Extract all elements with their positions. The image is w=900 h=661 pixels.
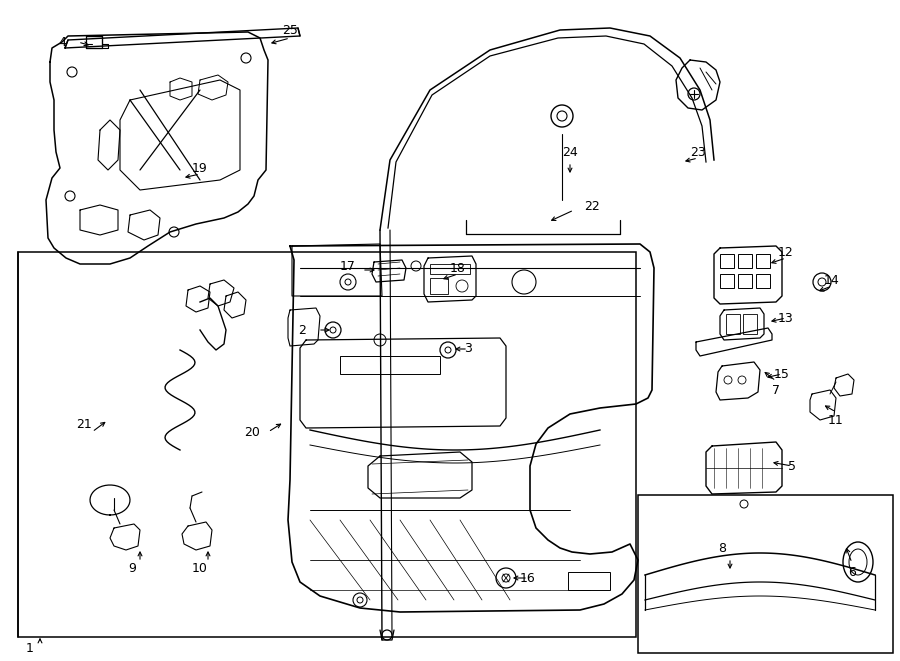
Text: 25: 25 bbox=[282, 24, 298, 36]
Text: 17: 17 bbox=[340, 260, 356, 272]
Bar bbox=[743, 314, 757, 334]
Bar bbox=[720, 254, 734, 268]
Bar bbox=[720, 274, 734, 288]
Text: 4: 4 bbox=[58, 36, 66, 48]
Bar bbox=[638, 495, 893, 653]
Text: 24: 24 bbox=[562, 145, 578, 159]
Text: 5: 5 bbox=[788, 459, 796, 473]
Bar bbox=[430, 278, 448, 294]
Text: 9: 9 bbox=[128, 561, 136, 574]
Text: 7: 7 bbox=[772, 383, 780, 397]
Text: 1: 1 bbox=[26, 641, 34, 654]
Text: 8: 8 bbox=[718, 541, 726, 555]
Bar bbox=[756, 274, 770, 288]
Text: 3: 3 bbox=[464, 342, 472, 356]
Text: 13: 13 bbox=[778, 311, 794, 325]
Text: 11: 11 bbox=[828, 414, 844, 426]
Text: 18: 18 bbox=[450, 262, 466, 274]
Text: 16: 16 bbox=[520, 572, 536, 584]
Text: 20: 20 bbox=[244, 426, 260, 438]
Bar bbox=[756, 254, 770, 268]
Text: 23: 23 bbox=[690, 145, 706, 159]
Text: 14: 14 bbox=[824, 274, 840, 286]
Text: 15: 15 bbox=[774, 368, 790, 381]
Text: 12: 12 bbox=[778, 245, 794, 258]
Bar bbox=[340, 356, 440, 374]
Bar bbox=[738, 254, 752, 268]
Text: 19: 19 bbox=[192, 161, 208, 175]
Bar bbox=[430, 264, 470, 274]
Text: 21: 21 bbox=[76, 418, 92, 430]
Text: 2: 2 bbox=[298, 323, 306, 336]
Text: 22: 22 bbox=[584, 200, 600, 212]
Bar bbox=[18, 252, 636, 637]
Text: 6: 6 bbox=[848, 566, 856, 578]
Bar bbox=[568, 572, 610, 590]
Text: 10: 10 bbox=[192, 561, 208, 574]
Bar bbox=[738, 274, 752, 288]
Bar bbox=[726, 314, 740, 334]
